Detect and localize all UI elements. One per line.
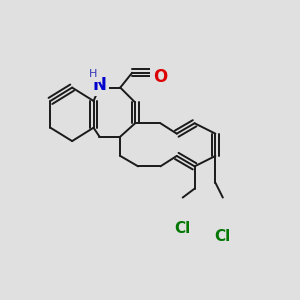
Text: H: H xyxy=(89,69,97,79)
Text: N: N xyxy=(92,76,106,94)
Text: O: O xyxy=(153,68,167,86)
Text: Cl: Cl xyxy=(175,221,191,236)
Text: Cl: Cl xyxy=(215,229,231,244)
